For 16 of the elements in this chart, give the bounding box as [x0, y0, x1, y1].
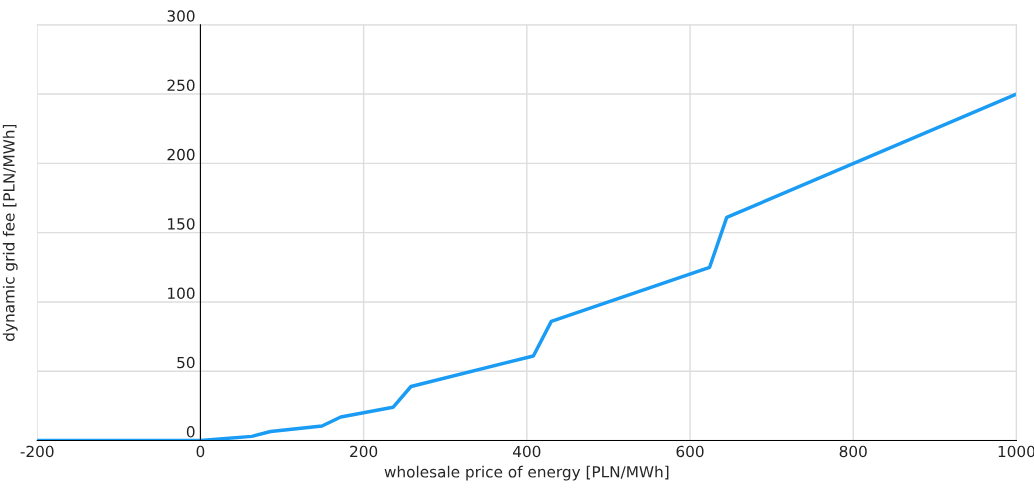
y-tick-label: 300 — [167, 10, 195, 22]
y-tick-label: 150 — [168, 218, 195, 230]
x-tick-label: 0 — [196, 445, 205, 458]
x-tick-label: 600 — [676, 445, 704, 458]
y-tick-label: 250 — [167, 79, 195, 92]
x-tick-label: 1000 — [998, 445, 1034, 458]
y-axis-title: dynamic grid fee [PLN/MWh] — [2, 124, 18, 341]
x-tick-label: 200 — [350, 445, 378, 458]
y-tick-label: 100 — [168, 287, 195, 299]
y-tick-label: 200 — [167, 148, 195, 161]
x-tick-label: 800 — [839, 445, 867, 458]
x-axis-title: wholesale price of energy [PLN/MWh] — [384, 465, 669, 481]
y-tick-label: 0 — [186, 426, 195, 438]
x-tick-label: -200 — [20, 445, 54, 458]
y-tick-label: 50 — [177, 356, 195, 369]
x-tick-label: 400 — [512, 445, 541, 458]
